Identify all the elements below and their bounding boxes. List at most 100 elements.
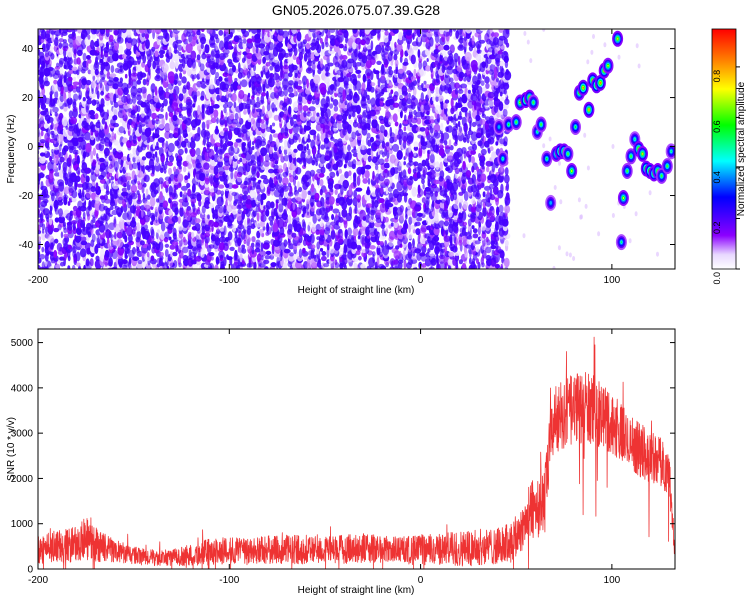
noise-cell [338,49,342,57]
noise-cell [122,137,128,144]
noise-cell [280,145,284,151]
noise-cell [128,180,132,186]
noise-cell [398,250,402,258]
noise-cell [43,188,49,198]
noise-cell [103,80,108,86]
noise-cell [48,216,53,226]
noise-cell [71,264,76,269]
noise-cell [103,61,109,67]
noise-cell [439,170,445,179]
noise-cell [172,227,177,237]
noise-cell [210,188,215,193]
noise-cell [302,247,306,254]
noise-cell [40,180,44,191]
noise-cell [230,170,234,180]
noise-cell [86,55,91,60]
noise-cell [123,130,126,135]
noise-cell [245,199,252,205]
noise-cell [369,245,376,250]
noise-cell [381,63,385,75]
noise-cell [366,132,371,139]
noise-cell [390,222,394,227]
noise-cell [354,91,358,98]
noise-cell [75,235,82,243]
noise-cell [347,227,353,236]
noise-cell [201,121,206,131]
noise-cell [313,74,321,85]
noise-cell [250,218,254,223]
noise-cell [196,54,201,61]
noise-cell [408,216,413,225]
noise-cell [56,62,60,68]
noise-cell [73,93,79,102]
noise-cell [331,214,335,221]
noise-cell [256,230,261,239]
noise-cell [68,69,74,74]
noise-cell [39,139,46,144]
noise-cell [106,109,110,119]
noise-cell [353,262,358,269]
noise-cell [387,203,394,208]
noise-cell [465,170,472,178]
noise-cell [258,250,267,257]
noise-cell [63,56,68,62]
noise-cell [438,148,445,157]
noise-cell [168,236,172,241]
noise-cell [288,173,292,178]
noise-cell [66,47,73,58]
noise-cell [149,56,154,63]
noise-cell [291,64,298,71]
noise-cell [404,114,407,122]
noise-cell [160,107,164,112]
noise-cell [461,210,467,221]
noise-cell [121,82,129,93]
noise-cell [316,133,320,142]
noise-cell [189,148,196,157]
noise-cell [321,251,327,256]
noise-cell [353,189,357,199]
noise-cell [416,217,423,222]
noise-cell [136,262,143,269]
noise-cell [79,118,82,124]
noise-cell [209,29,213,34]
noise-cell [57,179,65,187]
noise-cell [268,42,274,51]
noise-cell [58,208,63,217]
noise-cell [220,190,225,196]
noise-cell [126,159,132,166]
noise-cell [485,82,490,89]
noise-cell [251,247,255,255]
noise-cell [47,116,54,123]
noise-cell [172,241,179,246]
noise-cell [92,216,96,224]
noise-cell [484,76,490,84]
noise-cell [80,219,86,229]
noise-cell [189,215,197,225]
noise-cell [433,186,440,194]
noise-cell [410,76,416,82]
noise-cell [234,112,239,121]
noise-cell [328,29,336,33]
noise-cell [119,118,124,123]
noise-cell [234,249,238,261]
noise-cell [139,240,145,246]
noise-cell [356,240,361,246]
noise-cell [164,249,169,257]
noise-cell [95,255,100,262]
noise-cell [241,194,248,201]
noise-cell [45,226,48,234]
noise-cell [412,238,415,248]
noise-cell [384,240,388,247]
noise-cell [329,239,333,247]
noise-cell [402,169,407,179]
noise-cell [137,193,141,203]
noise-cell [123,103,130,110]
noise-cell [310,233,315,244]
noise-cell [227,231,233,241]
noise-cell [186,154,192,164]
noise-cell [122,230,126,239]
noise-cell [250,242,255,248]
noise-cell [256,211,260,222]
noise-cell [472,228,478,234]
noise-cell [75,35,82,46]
